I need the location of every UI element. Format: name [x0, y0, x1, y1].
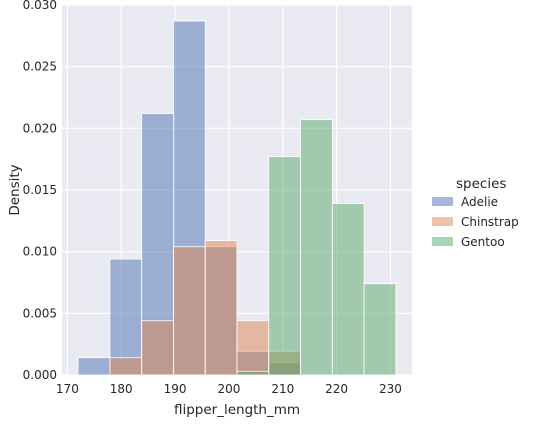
legend-label-adelie: Adelie	[461, 195, 498, 209]
bar-chinstrap	[109, 357, 143, 376]
legend-swatch-gentoo	[432, 237, 453, 246]
bar-adelie	[109, 258, 143, 376]
bar-gentoo	[363, 283, 397, 376]
bar-chinstrap	[141, 320, 174, 376]
y-tick-label: 0.015	[23, 183, 57, 197]
bar-gentoo	[268, 156, 301, 376]
legend-label-chinstrap: Chinstrap	[461, 215, 519, 229]
y-tick-label: 0.005	[23, 306, 57, 320]
x-tick-label: 190	[164, 382, 187, 396]
legend-swatch-chinstrap	[432, 217, 453, 226]
x-tick-label: 200	[217, 382, 240, 396]
bar-chinstrap	[173, 246, 206, 376]
bar-adelie	[77, 357, 111, 376]
histogram-bars	[77, 20, 397, 376]
x-tick-label: 220	[325, 382, 348, 396]
y-tick-label: 0.010	[23, 245, 57, 259]
bar-gentoo	[236, 370, 270, 376]
y-tick-label: 0.030	[23, 0, 57, 12]
x-axis-label: flipper_length_mm	[174, 402, 300, 418]
x-tick-label: 180	[110, 382, 133, 396]
y-tick-label: 0.000	[23, 368, 57, 382]
legend-title: species	[456, 176, 506, 192]
legend-swatch-adelie	[432, 197, 453, 206]
bar-chinstrap	[236, 320, 270, 376]
legend-label-gentoo: Gentoo	[461, 235, 505, 249]
bar-gentoo	[300, 119, 333, 376]
x-tick-label: 210	[271, 382, 294, 396]
x-tick-label: 170	[56, 382, 79, 396]
y-tick-label: 0.025	[23, 60, 57, 74]
y-tick-label: 0.020	[23, 121, 57, 135]
bar-gentoo	[331, 203, 365, 376]
tick-labels: 170 180 190 200 210 220 230 0.000 0.005 0.010 0.01…	[23, 0, 402, 396]
bar-chinstrap	[204, 240, 238, 376]
legend: species Adelie Chinstrap Gentoo	[432, 176, 519, 249]
y-axis-label: Density	[7, 164, 23, 215]
x-tick-label: 230	[379, 382, 402, 396]
